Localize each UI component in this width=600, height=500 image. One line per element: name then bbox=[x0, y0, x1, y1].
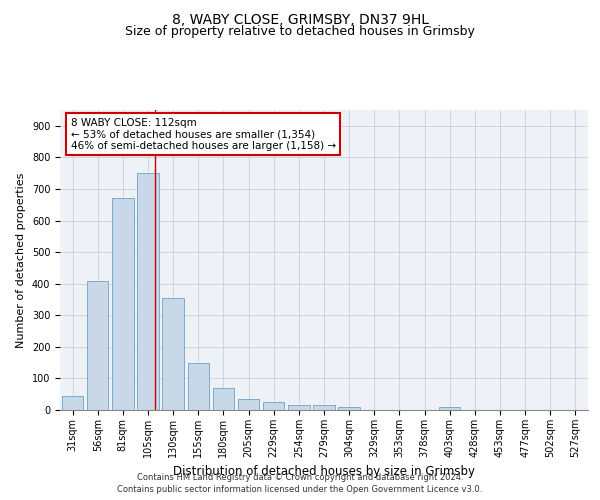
Bar bbox=[188, 364, 209, 410]
Text: Size of property relative to detached houses in Grimsby: Size of property relative to detached ho… bbox=[125, 25, 475, 38]
Text: 8 WABY CLOSE: 112sqm
← 53% of detached houses are smaller (1,354)
46% of semi-de: 8 WABY CLOSE: 112sqm ← 53% of detached h… bbox=[71, 118, 335, 150]
Bar bbox=[137, 173, 158, 410]
Bar bbox=[238, 399, 259, 410]
Bar bbox=[263, 402, 284, 410]
Bar bbox=[338, 408, 360, 410]
Bar bbox=[313, 406, 335, 410]
Bar bbox=[288, 406, 310, 410]
Bar bbox=[87, 280, 109, 410]
X-axis label: Distribution of detached houses by size in Grimsby: Distribution of detached houses by size … bbox=[173, 466, 475, 478]
Bar bbox=[112, 198, 134, 410]
Text: Contains HM Land Registry data © Crown copyright and database right 2024.: Contains HM Land Registry data © Crown c… bbox=[137, 472, 463, 482]
Y-axis label: Number of detached properties: Number of detached properties bbox=[16, 172, 26, 348]
Text: Contains public sector information licensed under the Open Government Licence v3: Contains public sector information licen… bbox=[118, 485, 482, 494]
Bar bbox=[163, 298, 184, 410]
Text: 8, WABY CLOSE, GRIMSBY, DN37 9HL: 8, WABY CLOSE, GRIMSBY, DN37 9HL bbox=[172, 12, 428, 26]
Bar bbox=[439, 408, 460, 410]
Bar bbox=[62, 396, 83, 410]
Bar bbox=[213, 388, 234, 410]
